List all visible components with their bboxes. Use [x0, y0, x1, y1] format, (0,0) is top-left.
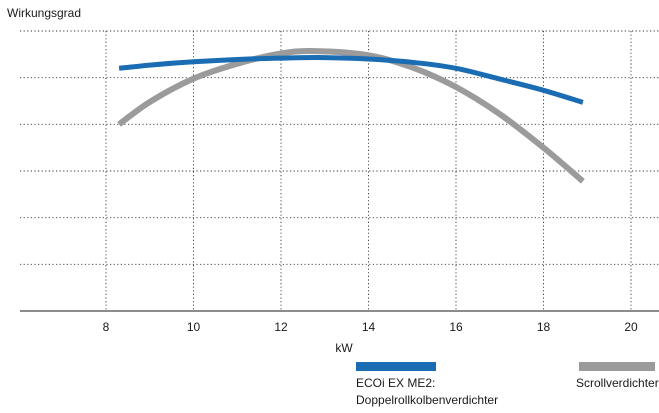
x-tick-label-12: 12 — [274, 320, 288, 334]
legend-ecoi-label-1: ECOi EX ME2: — [356, 376, 435, 390]
x-tick-label-8: 8 — [103, 320, 110, 334]
series-line-ecoi — [118, 55, 584, 105]
x-axis-label: kW — [335, 341, 353, 355]
x-tick-label-14: 14 — [362, 320, 376, 334]
legend-scroll-label-1: Scrollverdichter — [576, 376, 659, 390]
x-tick-label-20: 20 — [624, 320, 638, 334]
series-lines — [117, 48, 585, 184]
x-tick-label-16: 16 — [449, 320, 463, 334]
x-tick-labels: 8 10 12 14 16 18 20 — [103, 320, 638, 334]
legend-ecoi-swatch — [356, 362, 436, 371]
grid — [20, 30, 659, 311]
legend: ECOi EX ME2: Doppelrollkolbenverdichter Sc… — [356, 362, 659, 407]
x-tick-label-10: 10 — [187, 320, 201, 334]
x-tick-label-18: 18 — [537, 320, 551, 334]
legend-scroll-swatch — [579, 362, 655, 371]
legend-ecoi-label-2: Doppelrollkolbenverdichter — [356, 393, 498, 407]
y-axis-label: Wirkungsgrad — [7, 6, 81, 20]
series-line-scroll — [117, 48, 585, 184]
